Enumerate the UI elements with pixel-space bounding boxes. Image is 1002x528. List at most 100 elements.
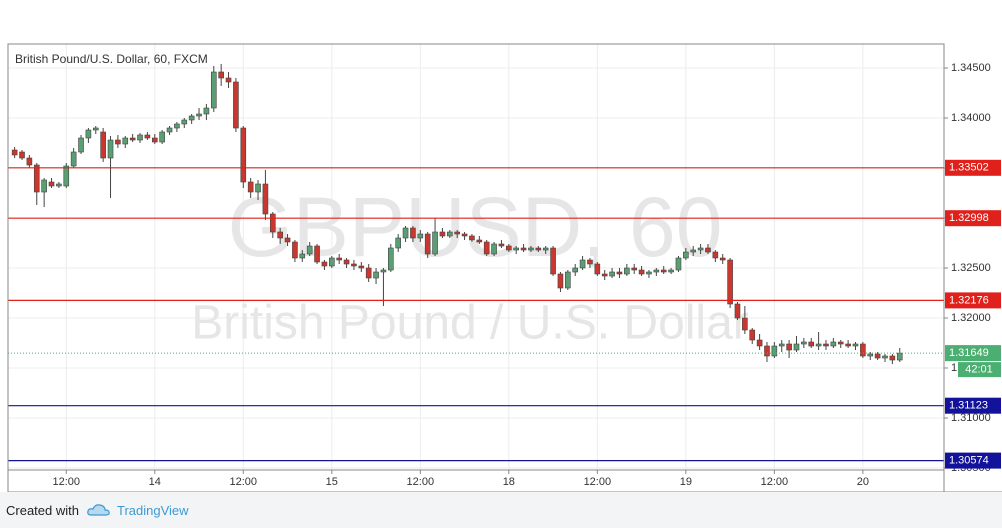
candle-body [284, 237, 291, 243]
x-tick-label: 12:00 [53, 476, 81, 488]
candle-body [771, 345, 778, 357]
y-tick-label: 1.32000 [951, 312, 991, 324]
candle-body [815, 343, 822, 347]
candle-body [719, 257, 726, 261]
candle-body [247, 181, 254, 193]
candle-body [506, 245, 512, 251]
candle-body [373, 271, 379, 279]
level-label: 1.32998 [949, 212, 989, 224]
x-tick-label: 15 [326, 476, 338, 488]
candle-body [579, 259, 586, 269]
candle-body [889, 355, 896, 361]
footer: Created with TradingView [0, 492, 1002, 528]
candle-body [550, 247, 556, 275]
candle-body [476, 239, 483, 243]
candle-body [808, 341, 815, 347]
candle-body [439, 231, 446, 237]
candle-body [793, 343, 800, 351]
candle-body [292, 241, 298, 259]
x-tick-label: 14 [149, 476, 161, 488]
candle-body [380, 269, 387, 273]
candle-body [461, 233, 468, 237]
candle-body [107, 139, 114, 159]
candle-body [683, 251, 689, 259]
candle-body [218, 71, 224, 79]
candle-body [410, 227, 416, 239]
candle-body [631, 267, 638, 271]
candle-body [321, 261, 328, 267]
last-price-label: 1.31649 [949, 347, 989, 359]
candle-body [454, 231, 460, 235]
candle-body [786, 343, 792, 351]
candle-body [609, 271, 615, 277]
candle-body [535, 247, 542, 251]
candle-body [874, 353, 881, 359]
candle-body [565, 271, 571, 289]
level-label-box [945, 397, 1001, 414]
level-label: 1.30574 [949, 455, 989, 467]
candle-body [852, 343, 859, 347]
candle-body [351, 263, 357, 267]
y-tick-label: 1.32500 [951, 262, 991, 274]
candle-body [587, 259, 593, 265]
logo[interactable] [87, 503, 111, 517]
candle-body [469, 235, 475, 241]
x-tick-label: 20 [857, 476, 869, 488]
candle-body [896, 352, 903, 361]
candle-body [594, 263, 601, 275]
x-tick-label: 12:00 [230, 476, 258, 488]
candle-body [255, 183, 261, 193]
candle-body [63, 165, 70, 187]
x-tick-label: 19 [680, 476, 692, 488]
level-label-box [945, 292, 1001, 309]
candle-body [306, 245, 313, 255]
candle-body [240, 127, 247, 183]
candle-body [188, 115, 195, 121]
candle-body [653, 269, 660, 273]
candle-body [336, 257, 342, 261]
level-label: 1.31123 [949, 400, 988, 412]
watermark-subtitle: British Pound / U.S. Dollar [191, 297, 749, 350]
candle-body [638, 269, 645, 275]
candle-body [668, 269, 674, 273]
plot [8, 64, 944, 462]
level-label-box [945, 159, 1001, 176]
candle-body [624, 267, 630, 275]
candle-body [151, 137, 158, 143]
candle-body [159, 131, 165, 143]
candle-body [166, 127, 173, 133]
candle-body [85, 129, 92, 139]
candle-body [557, 273, 564, 289]
candle-body [734, 303, 741, 319]
candle-body [33, 164, 40, 193]
candle-body [41, 179, 47, 193]
watermark: GBPUSD, 60 [228, 180, 723, 274]
candle-body [742, 317, 748, 331]
candle-body [801, 341, 807, 345]
candle-body [26, 157, 33, 166]
candle-body [70, 151, 77, 167]
candle-body [233, 81, 239, 129]
countdown-box [958, 362, 1001, 378]
level-label: 1.33502 [949, 162, 989, 174]
candle-body [601, 273, 608, 277]
countdown: 42:01 [965, 364, 993, 376]
candle-body [447, 231, 453, 237]
candle-body [402, 227, 409, 239]
candle-body [314, 245, 320, 263]
axes: 1.345001.340001.335001.330001.325001.320… [53, 62, 1001, 488]
candle-body [11, 149, 18, 156]
candle-body [299, 253, 306, 259]
created-with: Created with [6, 502, 79, 518]
candle-body [137, 134, 143, 141]
brand[interactable]: TradingView [116, 502, 189, 518]
candle-body [675, 257, 682, 271]
candle-body [860, 343, 866, 357]
y-tick-label: 1.34500 [951, 62, 991, 74]
candle-body [388, 247, 394, 271]
candle-body [174, 123, 180, 129]
candle-body [705, 247, 711, 253]
chart: GBPUSD, 60 British Pound / U.S. Dollar B… [7, 43, 1002, 492]
candle-body [867, 353, 874, 357]
